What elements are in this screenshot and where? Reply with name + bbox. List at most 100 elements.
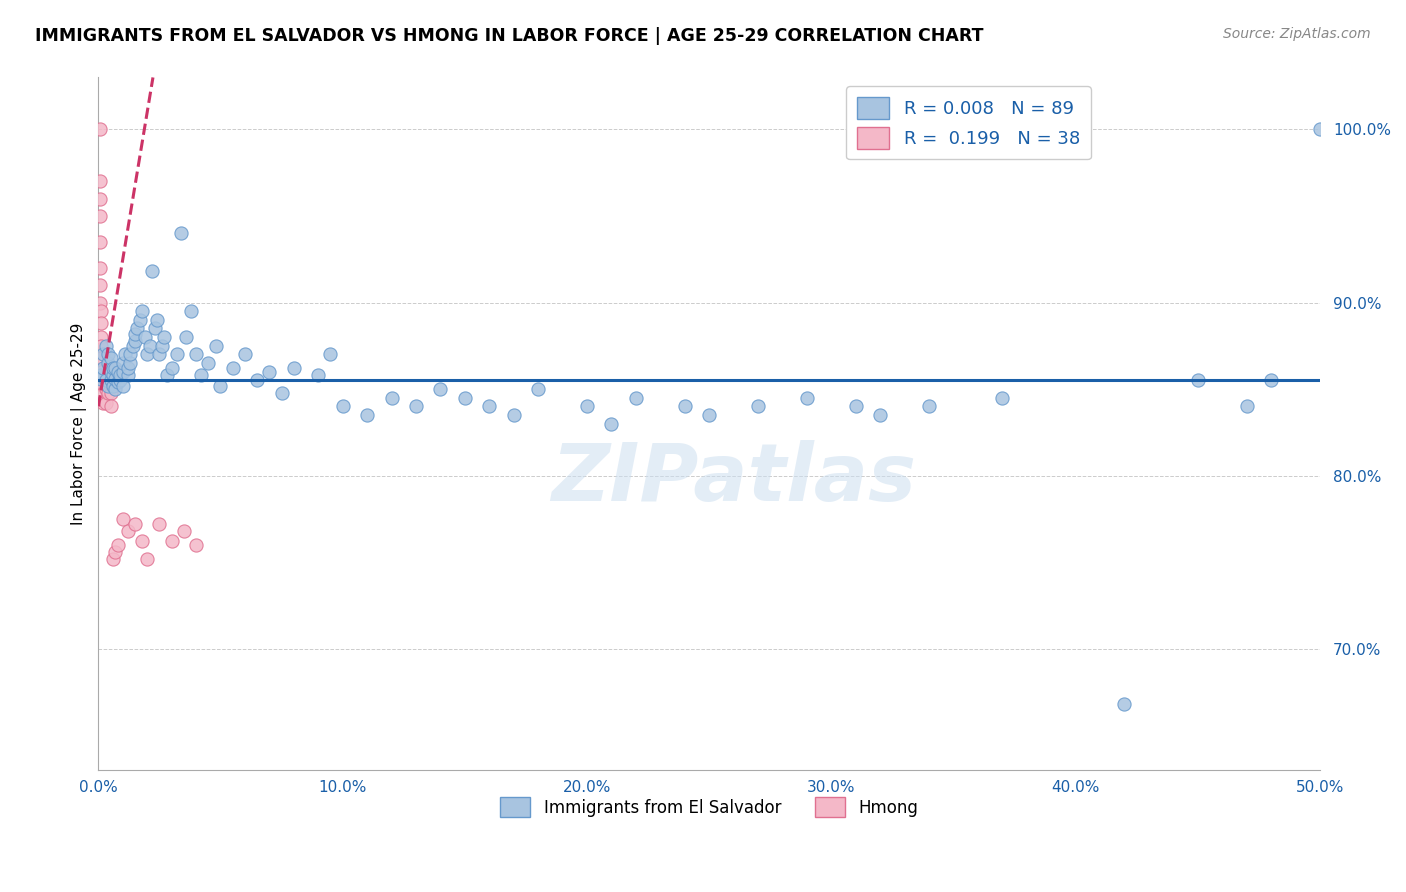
Point — [131, 304, 153, 318]
Legend: Immigrants from El Salvador, Hmong: Immigrants from El Salvador, Hmong — [494, 790, 924, 824]
Point — [146, 313, 169, 327]
Point — [148, 517, 170, 532]
Point — [107, 375, 129, 389]
Point — [153, 330, 176, 344]
Point — [121, 339, 143, 353]
Point — [319, 347, 342, 361]
Point — [502, 408, 524, 422]
Point — [89, 192, 111, 206]
Point — [527, 382, 550, 396]
Point — [332, 400, 354, 414]
Point — [204, 339, 226, 353]
Point — [90, 368, 112, 383]
Point — [380, 391, 402, 405]
Point — [209, 378, 232, 392]
Point — [673, 400, 696, 414]
Point — [190, 368, 212, 383]
Point — [120, 356, 142, 370]
Point — [1236, 400, 1258, 414]
Point — [160, 534, 183, 549]
Text: Source: ZipAtlas.com: Source: ZipAtlas.com — [1223, 27, 1371, 41]
Point — [918, 400, 941, 414]
Point — [624, 391, 647, 405]
Point — [136, 347, 159, 361]
Point — [356, 408, 378, 422]
Point — [141, 264, 163, 278]
Point — [94, 339, 117, 353]
Point — [127, 321, 149, 335]
Point — [222, 361, 245, 376]
Point — [575, 400, 598, 414]
Point — [90, 339, 112, 353]
Point — [138, 339, 160, 353]
Point — [91, 385, 114, 400]
Point — [100, 373, 122, 387]
Point — [89, 174, 111, 188]
Y-axis label: In Labor Force | Age 25-29: In Labor Force | Age 25-29 — [72, 323, 87, 524]
Point — [100, 351, 122, 365]
Point — [259, 365, 281, 379]
Point — [89, 209, 111, 223]
Point — [283, 361, 305, 376]
Point — [91, 378, 114, 392]
Point — [111, 365, 134, 379]
Text: ZIPatlas: ZIPatlas — [551, 440, 915, 518]
Point — [184, 347, 207, 361]
Point — [1187, 373, 1209, 387]
Point — [246, 373, 269, 387]
Point — [91, 396, 114, 410]
Point — [94, 372, 117, 386]
Point — [107, 365, 129, 379]
Point — [233, 347, 256, 361]
Point — [104, 361, 127, 376]
Point — [120, 347, 142, 361]
Point — [454, 391, 477, 405]
Point — [166, 347, 188, 361]
Point — [89, 235, 111, 249]
Point — [94, 396, 117, 410]
Point — [600, 417, 623, 431]
Point — [114, 347, 136, 361]
Point — [117, 368, 139, 383]
Point — [697, 408, 720, 422]
Point — [101, 368, 124, 383]
Point — [100, 385, 122, 400]
Point — [100, 365, 122, 379]
Point — [89, 260, 111, 275]
Point — [90, 372, 112, 386]
Point — [131, 534, 153, 549]
Point — [170, 227, 193, 241]
Point — [89, 278, 111, 293]
Point — [100, 373, 122, 387]
Point — [101, 378, 124, 392]
Point — [869, 408, 891, 422]
Point — [184, 538, 207, 552]
Point — [405, 400, 427, 414]
Point — [110, 368, 132, 383]
Point — [111, 356, 134, 370]
Point — [117, 361, 139, 376]
Point — [180, 304, 202, 318]
Point — [104, 372, 127, 386]
Point — [97, 373, 120, 387]
Point — [1309, 122, 1331, 136]
Point — [90, 373, 112, 387]
Point — [156, 368, 179, 383]
Point — [90, 330, 112, 344]
Point — [90, 351, 112, 365]
Point — [1114, 697, 1136, 711]
Point — [90, 365, 112, 379]
Point — [796, 391, 818, 405]
Point — [94, 373, 117, 387]
Point — [270, 385, 292, 400]
Point — [176, 330, 198, 344]
Point — [173, 524, 195, 538]
Point — [124, 517, 146, 532]
Point — [136, 551, 159, 566]
Point — [104, 545, 127, 559]
Point — [110, 373, 132, 387]
Point — [104, 382, 127, 396]
Text: IMMIGRANTS FROM EL SALVADOR VS HMONG IN LABOR FORCE | AGE 25-29 CORRELATION CHAR: IMMIGRANTS FROM EL SALVADOR VS HMONG IN … — [35, 27, 984, 45]
Point — [197, 356, 219, 370]
Point — [89, 295, 111, 310]
